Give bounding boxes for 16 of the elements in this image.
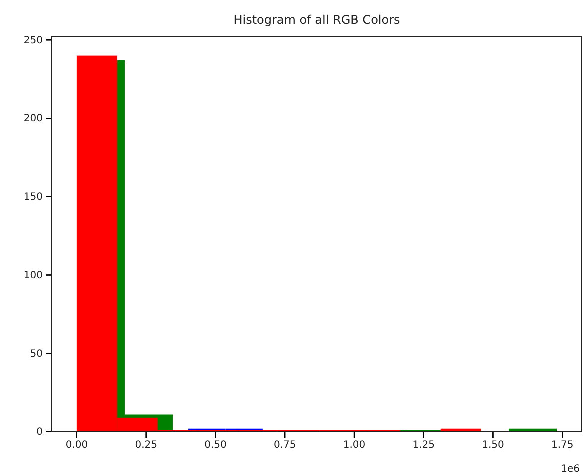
x-tick-label: 1.50 (482, 440, 504, 452)
y-tick-label: 250 (24, 35, 43, 46)
x-tick-label: 0.25 (135, 440, 158, 452)
x-tick-label: 1.75 (551, 440, 574, 452)
y-tick-label: 200 (24, 114, 43, 125)
y-tick-label: 50 (30, 348, 43, 360)
y-tick-label: 0 (36, 427, 43, 438)
x-tick-label: 0.50 (204, 440, 227, 452)
x-tick-label: 1.00 (343, 440, 366, 452)
x-tick-label: 0.00 (66, 440, 88, 452)
y-tick-label: 100 (24, 270, 43, 282)
text: 1e6 (561, 464, 580, 475)
chart-title: Histogram of all RGB Colors (234, 13, 400, 27)
y-tick-label: 150 (24, 192, 43, 204)
x-tick-label: 1.25 (412, 440, 435, 452)
x-tick-label: 0.75 (274, 440, 296, 452)
